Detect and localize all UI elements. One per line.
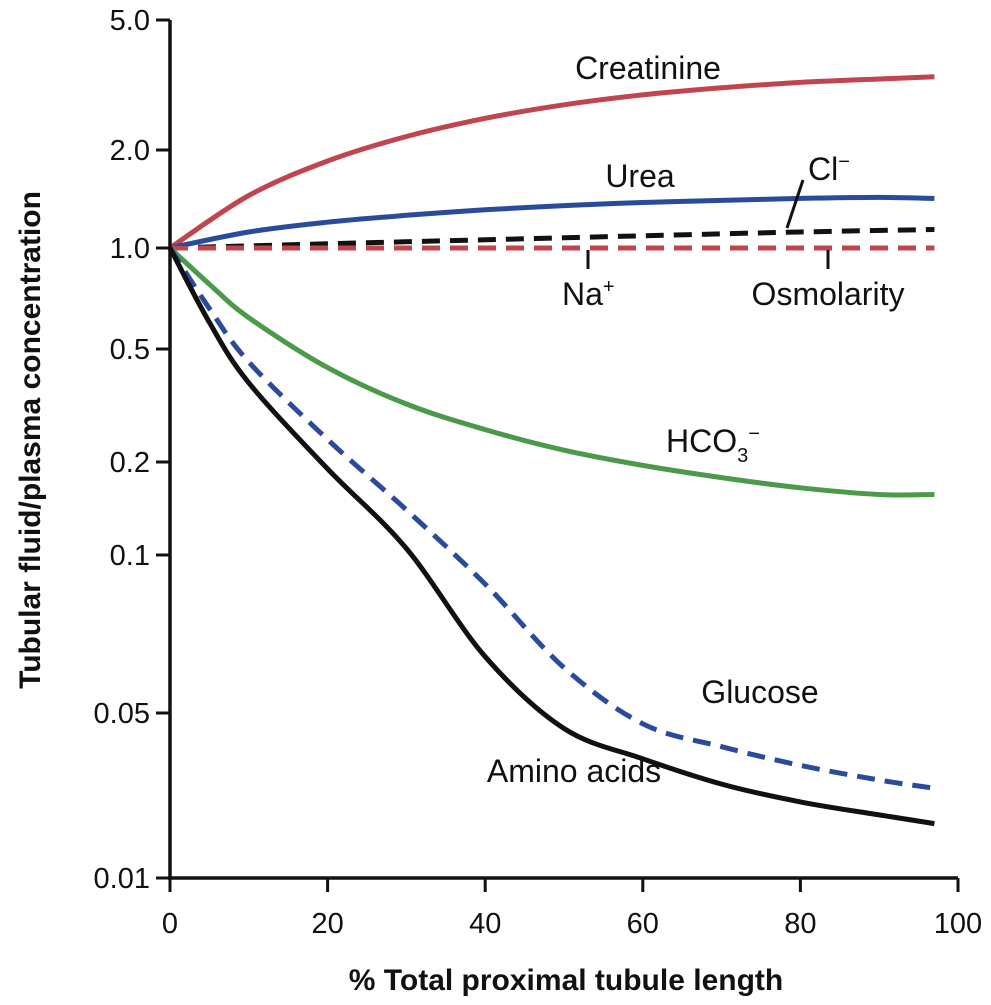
hco3-label: HCO3− xyxy=(666,423,760,467)
hco3-label-superscript: − xyxy=(748,423,760,445)
x-tick-label: 0 xyxy=(162,908,178,940)
series-line-cl xyxy=(169,227,935,251)
na-label-superscript: + xyxy=(603,276,615,298)
hco3-label-subscript: 3 xyxy=(737,445,748,467)
x-tick-label: 80 xyxy=(784,908,816,940)
osmolarity-label: Osmolarity xyxy=(752,276,905,312)
series-line-glucose xyxy=(167,246,935,791)
cl-leader-line xyxy=(785,179,805,229)
y-tick-label: 0.1 xyxy=(110,540,150,572)
axes-layer xyxy=(168,20,958,880)
y-tick-label: 1.0 xyxy=(110,233,150,265)
glucose-label: Glucose xyxy=(701,674,818,710)
cl-label-text: Cl xyxy=(808,151,838,187)
cl-label: Cl− xyxy=(808,151,850,187)
y-axis-title: Tubular fluid/plasma concentration xyxy=(14,191,47,689)
series-layer xyxy=(167,74,935,827)
series-line-creatinine xyxy=(168,74,935,251)
cl-label-superscript: − xyxy=(838,151,850,173)
amino-acids-label: Amino acids xyxy=(487,753,661,789)
ticks-layer: 0.01 0.05 0.1 0.2 0.5 1.0 2.0 5.0 0 20 40 60 80 100 xyxy=(94,5,983,940)
na-label: Na+ xyxy=(562,276,615,312)
na-label-text: Na xyxy=(562,276,603,312)
creatinine-label: Creatinine xyxy=(575,50,721,86)
series-line-urea xyxy=(169,194,935,251)
y-tick-label: 0.05 xyxy=(94,698,150,730)
x-tick-label: 20 xyxy=(311,908,343,940)
x-tick-label: 100 xyxy=(934,908,982,940)
series-line-amino-acids xyxy=(167,246,935,827)
y-tick-label: 0.01 xyxy=(94,863,150,895)
y-tick-label: 0.2 xyxy=(110,447,150,479)
urea-label: Urea xyxy=(605,158,675,194)
series-line-hco xyxy=(168,246,935,498)
y-tick-label: 0.5 xyxy=(110,334,150,366)
hco3-label-text: HCO xyxy=(666,423,737,459)
y-tick-label: 2.0 xyxy=(110,135,150,167)
x-tick-label: 60 xyxy=(627,908,659,940)
y-tick-label: 5.0 xyxy=(110,5,150,37)
x-axis-title: % Total proximal tubule length xyxy=(349,964,783,997)
x-tick-label: 40 xyxy=(469,908,501,940)
